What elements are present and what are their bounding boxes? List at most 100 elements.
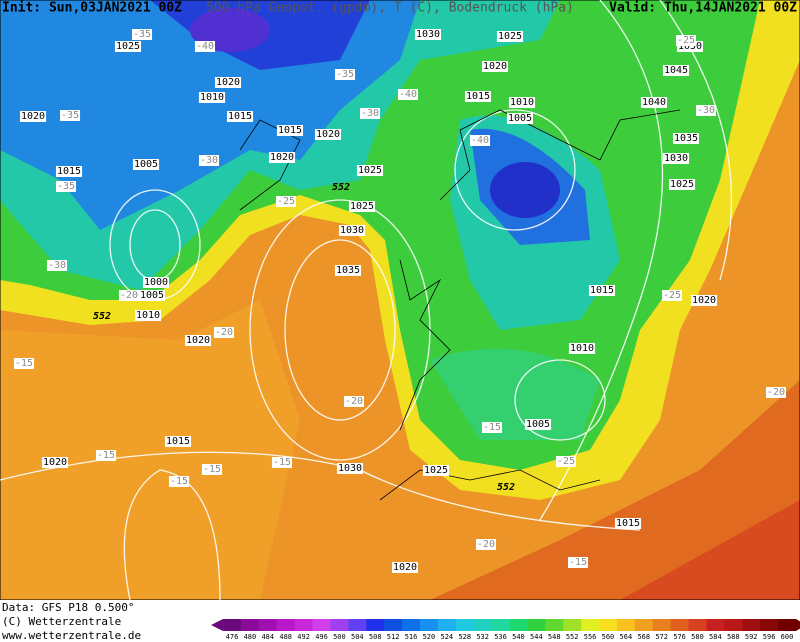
isobar-label: 1020: [692, 295, 716, 306]
isobar-label: 1005: [140, 290, 164, 301]
isobar-label: 1050: [678, 41, 702, 52]
init-time: Init: Sun,03JAN2021 00Z: [2, 1, 182, 16]
isobar-label-box: [640, 97, 668, 108]
website: www.wetterzentrale.de: [2, 629, 141, 642]
colorbar-tick-label: 536: [494, 633, 507, 641]
temperature-label: -15: [97, 450, 115, 461]
temperature-label: -20: [120, 290, 138, 301]
colorbar-segment: [616, 619, 636, 631]
colorbar-segment: [634, 619, 654, 631]
colorbar-tick-label: 516: [405, 633, 418, 641]
temperature-label-box: [95, 450, 117, 461]
colorbar-segment: [437, 619, 457, 631]
temperature-label-box: [201, 464, 223, 475]
temperature-label-box: [469, 135, 491, 146]
colorbar-segment: [258, 619, 278, 631]
temperature-label: -25: [663, 290, 681, 301]
colorbar-tick-label: 488: [279, 633, 292, 641]
isobar-label-box: [481, 61, 509, 72]
colorbar-tick-label: 568: [637, 633, 650, 641]
colorbar-tick-label: 540: [512, 633, 525, 641]
colorbar-segment: [706, 619, 725, 631]
temperature-label-box: [481, 422, 503, 433]
temperature-label-box: [194, 41, 216, 52]
temperature-label: -15: [203, 464, 221, 475]
colorbar-tick-label: 588: [727, 633, 740, 641]
temperature-label: -40: [471, 135, 489, 146]
temperature-label-box: [397, 89, 419, 100]
isobar-label-box: [226, 111, 254, 122]
isobar-label-box: [276, 125, 304, 136]
isobar-label: 1030: [664, 153, 688, 164]
isobar-label: 1020: [316, 129, 340, 140]
colorbar-segment: [563, 619, 582, 631]
geopotential-label: 552: [497, 482, 515, 493]
colorbar-tick-label: 532: [476, 633, 489, 641]
colorbar-tick-label: 544: [530, 633, 543, 641]
isobar-label-box: [496, 31, 524, 42]
temperature-label: -15: [170, 476, 188, 487]
isobar-label-box: [414, 29, 442, 40]
colorbar-tick-label: 508: [369, 633, 382, 641]
isobar-label-box: [524, 419, 552, 430]
isobar-label: 1025: [358, 165, 382, 176]
geopotential-label: 552: [93, 311, 111, 322]
isobar-label: 1020: [483, 61, 507, 72]
isobar-label-box: [614, 518, 642, 529]
isobar-label-box: [114, 41, 142, 52]
colorbar-segment: [276, 619, 296, 631]
isobar-label-box: [568, 343, 596, 354]
colorbar-segment: [491, 619, 510, 631]
isobar-label: 1030: [340, 225, 364, 236]
isobar-label-box: [662, 153, 690, 164]
colorbar-tick-label: 564: [620, 633, 633, 641]
temperature-label: -15: [273, 457, 291, 468]
isobar-label: 1035: [674, 133, 698, 144]
isobar-label: 1020: [216, 77, 240, 88]
colorbar-segment: [473, 619, 493, 631]
temperature-label: -15: [15, 358, 33, 369]
isobar-label: 1020: [43, 457, 67, 468]
temperature-label: -30: [48, 260, 66, 271]
colorbar-tick-label: 528: [458, 633, 471, 641]
isobar-label: 1045: [664, 65, 688, 76]
isobar-label: 1000: [144, 277, 168, 288]
geopotential-label: 552: [332, 182, 350, 193]
colorbar-tick-label: 512: [387, 633, 400, 641]
colorbar-right-arrow: [795, 619, 800, 631]
colorbar-segment: [240, 619, 260, 631]
isobar-label: 1025: [116, 41, 140, 52]
isobar-label: 1005: [526, 419, 550, 430]
colorbar-segment: [581, 619, 600, 631]
colorbar-tick-label: 504: [351, 633, 364, 641]
temperature-label: -35: [61, 110, 79, 121]
isobar-label-box: [214, 77, 242, 88]
isobar-label: 1010: [510, 97, 534, 108]
isobar-label: 1015: [228, 111, 252, 122]
temperature-label-box: [168, 476, 190, 487]
colorbar-tick-label: 572: [655, 633, 668, 641]
colorbar-segment: [312, 619, 331, 631]
temperature-label-box: [695, 105, 717, 116]
isobar-label-box: [134, 310, 162, 321]
temperature-label-box: [13, 358, 35, 369]
colorbar-tick-label: 524: [441, 633, 454, 641]
isobar-label-box: [506, 113, 534, 124]
isobar-label-box: [690, 295, 718, 306]
isobar-label: 1010: [136, 310, 160, 321]
colorbar-segment: [670, 619, 690, 631]
colorbar-tick-label: 600: [781, 633, 794, 641]
isobar-label-box: [356, 165, 384, 176]
colorbar-segment: [760, 619, 779, 631]
temperature-label: -35: [336, 69, 354, 80]
isobar-label-box: [334, 265, 362, 276]
colorbar-segment: [223, 619, 242, 631]
isobar-label-box: [268, 152, 296, 163]
temperature-label-box: [475, 539, 497, 550]
isobar-label: 1040: [642, 97, 666, 108]
isobar-label: 1020: [270, 152, 294, 163]
isobar-label: 1015: [616, 518, 640, 529]
isobar-label-box: [662, 65, 690, 76]
colorbar-segment: [330, 619, 349, 631]
